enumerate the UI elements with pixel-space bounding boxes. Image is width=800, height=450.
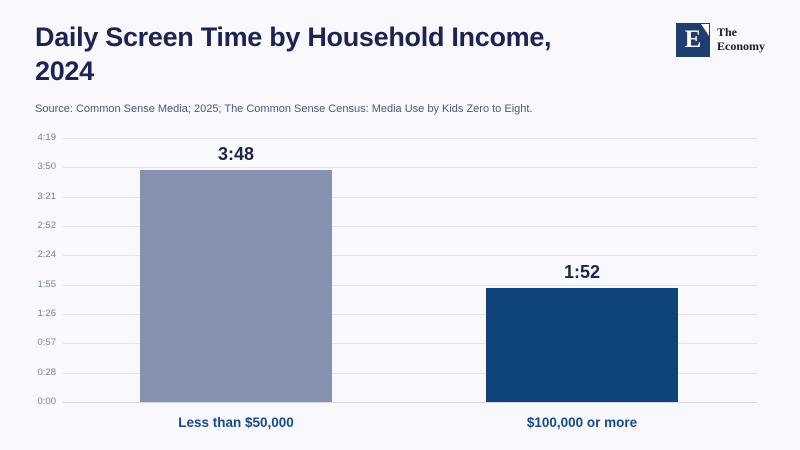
- y-gridline: [63, 196, 757, 198]
- y-gridline: [63, 284, 757, 286]
- brand-logo-name: The Economy: [717, 25, 765, 53]
- bar-value-label: 1:52: [563, 261, 601, 282]
- chart-title: Daily Screen Time by Household Income, 20…: [35, 20, 655, 88]
- y-tick-label: 0:57: [37, 337, 57, 349]
- brand-logo: E The Economy: [676, 23, 765, 57]
- y-gridline: [63, 343, 757, 345]
- bar-value-label: 3:48: [217, 143, 255, 164]
- x-category-label: Less than $50,000: [178, 415, 294, 430]
- y-tick-label: 0:28: [37, 366, 57, 378]
- y-tick-label: 3:50: [37, 161, 57, 173]
- y-tick-label: 4:19: [37, 132, 57, 143]
- y-gridline: [63, 314, 757, 315]
- brand-logo-mark: E: [676, 23, 710, 57]
- y-gridline: [63, 372, 757, 374]
- brand-name-line1: The: [717, 25, 738, 39]
- x-category-label: $100,000 or more: [526, 415, 638, 430]
- source-note: Source: Common Sense Media; 2025; The Co…: [35, 103, 533, 115]
- y-tick-label: 3:21: [37, 190, 57, 202]
- brand-logo-letter: E: [684, 26, 702, 53]
- y-tick-label: 0:00: [37, 396, 57, 407]
- chart-title-line2: 2024: [35, 56, 94, 86]
- y-tick-label: 1:55: [37, 278, 57, 290]
- y-gridline: [63, 226, 757, 227]
- bar-2: [486, 287, 678, 402]
- chart-title-line1: Daily Screen Time by Household Income,: [35, 22, 552, 52]
- y-tick-label: 2:24: [37, 249, 57, 261]
- brand-logo-notch-icon: [701, 24, 709, 36]
- y-gridline: [63, 138, 757, 139]
- y-gridline: [63, 167, 757, 169]
- brand-name-line2: Economy: [717, 39, 765, 53]
- bar-1: [140, 169, 332, 402]
- y-gridline: [63, 255, 757, 257]
- y-tick-label: 1:26: [37, 308, 57, 319]
- y-tick-label: 2:52: [37, 220, 57, 231]
- y-gridline: [63, 402, 757, 403]
